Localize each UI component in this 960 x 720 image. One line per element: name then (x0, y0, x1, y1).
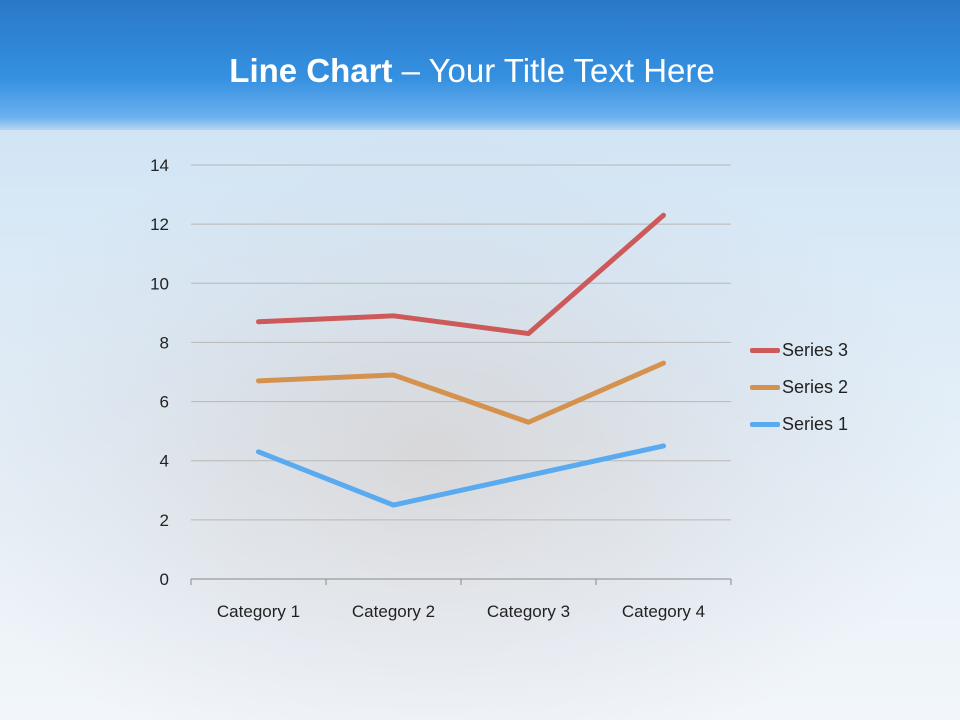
y-tick-label: 4 (160, 452, 169, 471)
title-rest: – Your Title Text Here (392, 52, 715, 89)
title-bold: Line Chart (229, 52, 393, 89)
series-line-3 (256, 212, 666, 337)
y-tick-label: 10 (150, 274, 169, 293)
series-line-1 (256, 443, 666, 508)
x-tick-label: Category 2 (352, 602, 435, 621)
series-line-2 (256, 360, 666, 425)
legend-label: Series 1 (782, 414, 849, 434)
y-tick-label: 6 (160, 393, 169, 412)
legend-item: Series 3 (750, 340, 848, 361)
legend-item: Series 1 (750, 414, 848, 435)
legend-swatch (750, 348, 780, 353)
x-tick-label: Category 4 (622, 602, 705, 621)
slide-header-band (0, 0, 960, 130)
x-tick-label: Category 3 (487, 602, 570, 621)
y-tick-label: 0 (160, 570, 169, 589)
y-tick-label: 8 (160, 333, 169, 352)
background-photo (0, 130, 960, 720)
legend-label: Series 3 (782, 340, 849, 360)
slide-title: Line Chart – Your Title Text Here (0, 52, 944, 90)
y-tick-label: 14 (150, 156, 169, 175)
y-tick-label: 2 (160, 511, 169, 530)
x-tick-label: Category 1 (217, 602, 300, 621)
y-tick-label: 12 (150, 215, 169, 234)
legend-swatch (750, 385, 780, 390)
legend-item: Series 2 (750, 377, 848, 398)
legend-swatch (750, 422, 780, 427)
legend-label: Series 2 (782, 377, 849, 397)
